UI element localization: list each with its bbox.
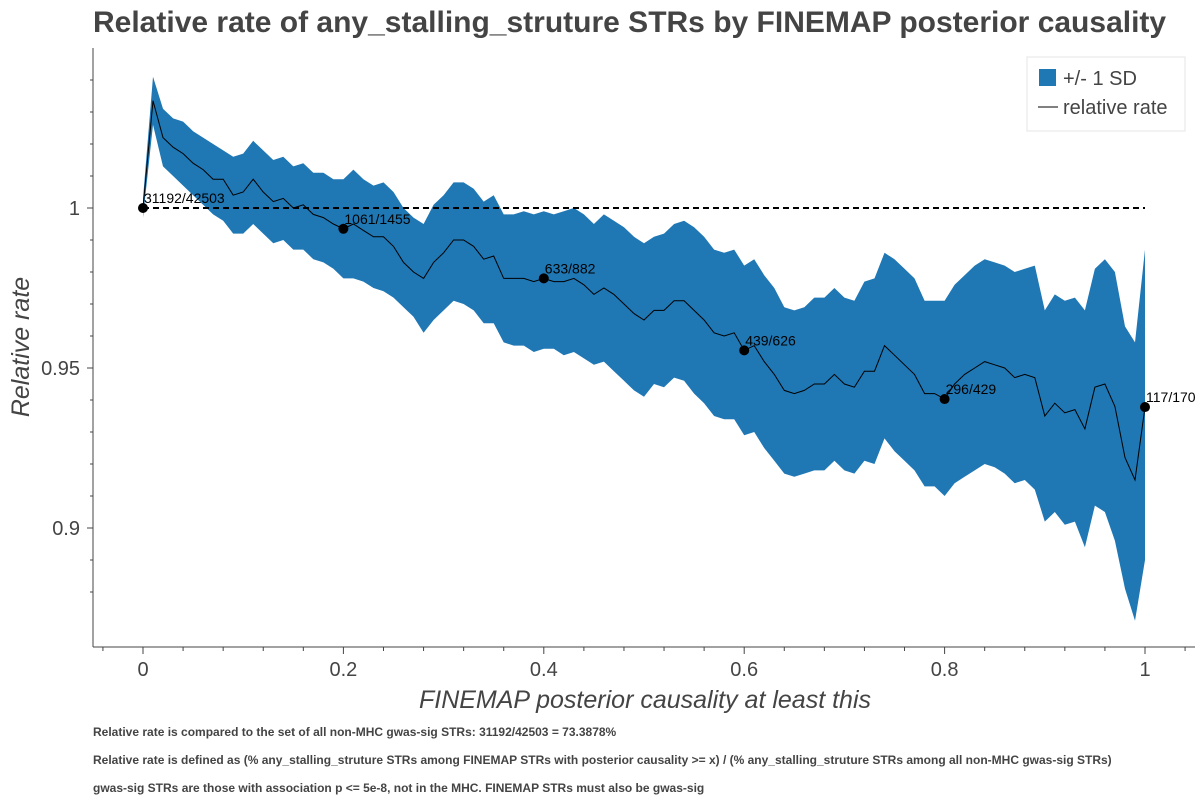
data-point-label: 633/882 (545, 260, 596, 276)
x-tick-label: 0.4 (530, 659, 558, 681)
data-point-label: 117/170 (1146, 389, 1196, 405)
x-ticks: 0 0.2 0.4 0.6 0.8 1 (102, 647, 1186, 681)
relative-rate-line (142, 100, 1146, 482)
x-tick-label: 1 (1139, 659, 1150, 681)
sd-band (143, 76, 1145, 621)
footnote-2: Relative rate is defined as (% any_stall… (93, 753, 1112, 767)
data-point (138, 203, 148, 213)
data-point-label: 296/429 (946, 381, 997, 397)
y-axis-label: Relative rate (7, 277, 35, 417)
data-point (739, 345, 750, 356)
x-tick-label: 0.2 (329, 659, 357, 681)
data-point (338, 223, 349, 234)
data-point (939, 394, 950, 405)
chart-title: Relative rate of any_stalling_struture S… (93, 6, 1167, 39)
y-ticks: 0.9 0.95 1 (41, 79, 93, 593)
legend: +/- 1 SD relative rate (1026, 56, 1186, 132)
sd-band-layer (143, 76, 1145, 621)
legend-band-label: +/- 1 SD (1063, 68, 1137, 90)
legend-band-swatch (1039, 69, 1056, 86)
y-tick-label: 0.9 (52, 518, 80, 540)
y-tick-label: 1 (69, 198, 80, 220)
labeled-points: 31192/42503 1061/1455 633/882 439/626 296/42… (138, 190, 1196, 413)
data-point-label: 31192/42503 (144, 190, 225, 206)
data-point (1140, 402, 1150, 413)
data-point-label: 439/626 (745, 332, 796, 348)
x-tick-label: 0 (137, 659, 148, 681)
footnote-3: gwas-sig STRs are those with association… (93, 781, 705, 795)
chart-plot: 0.9 0.95 1 0 0.2 0.4 0.6 0.8 1 31192/42503 1061/… (7, 48, 1196, 714)
legend-line-label: relative rate (1063, 97, 1168, 119)
footnote-1: Relative rate is compared to the set of … (93, 725, 617, 739)
x-tick-label: 0.8 (931, 659, 959, 681)
y-tick-label: 0.95 (41, 358, 80, 380)
relative-rate-line-layer (142, 100, 1146, 482)
x-tick-label: 0.6 (730, 659, 758, 681)
x-axis-label: FINEMAP posterior causality at least thi… (419, 686, 871, 714)
data-point (538, 273, 549, 284)
axes (92, 48, 1195, 648)
data-point-label: 1061/1455 (344, 211, 410, 227)
